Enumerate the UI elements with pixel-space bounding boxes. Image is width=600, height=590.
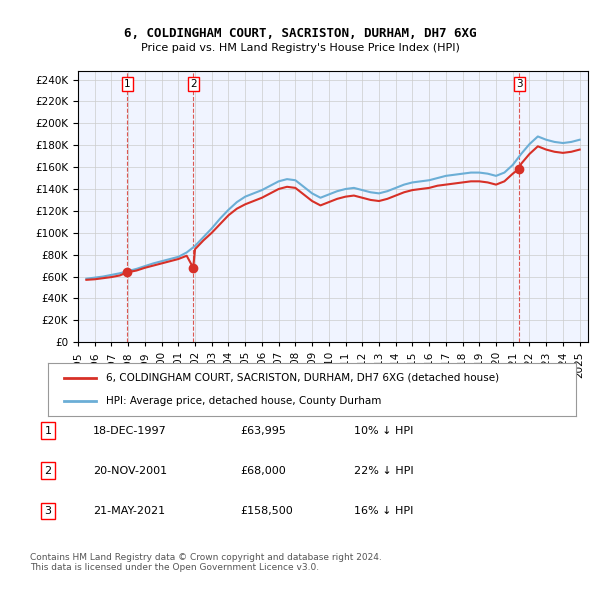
Text: 3: 3: [516, 79, 523, 89]
Text: £68,000: £68,000: [240, 466, 286, 476]
Text: 2: 2: [44, 466, 52, 476]
Text: 20-NOV-2001: 20-NOV-2001: [93, 466, 167, 476]
Text: 2: 2: [190, 79, 197, 89]
Text: 3: 3: [44, 506, 52, 516]
Text: £158,500: £158,500: [240, 506, 293, 516]
Text: 22% ↓ HPI: 22% ↓ HPI: [354, 466, 413, 476]
Text: 21-MAY-2021: 21-MAY-2021: [93, 506, 165, 516]
Text: Price paid vs. HM Land Registry's House Price Index (HPI): Price paid vs. HM Land Registry's House …: [140, 43, 460, 53]
Text: 6, COLDINGHAM COURT, SACRISTON, DURHAM, DH7 6XG: 6, COLDINGHAM COURT, SACRISTON, DURHAM, …: [124, 27, 476, 40]
Text: 6, COLDINGHAM COURT, SACRISTON, DURHAM, DH7 6XG (detached house): 6, COLDINGHAM COURT, SACRISTON, DURHAM, …: [106, 373, 499, 383]
Text: HPI: Average price, detached house, County Durham: HPI: Average price, detached house, Coun…: [106, 396, 382, 406]
Text: 1: 1: [44, 426, 52, 435]
Text: £63,995: £63,995: [240, 426, 286, 435]
Text: Contains HM Land Registry data © Crown copyright and database right 2024.
This d: Contains HM Land Registry data © Crown c…: [30, 553, 382, 572]
Text: 18-DEC-1997: 18-DEC-1997: [93, 426, 167, 435]
Text: 1: 1: [124, 79, 131, 89]
Text: 16% ↓ HPI: 16% ↓ HPI: [354, 506, 413, 516]
Text: 10% ↓ HPI: 10% ↓ HPI: [354, 426, 413, 435]
